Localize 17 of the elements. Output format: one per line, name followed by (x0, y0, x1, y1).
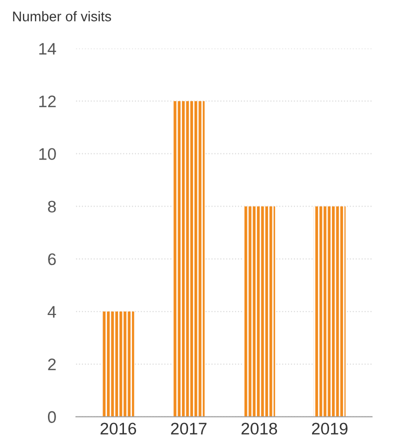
y-tick-label: 4 (48, 306, 56, 318)
bar (243, 206, 276, 417)
x-tick-label: 2017 (171, 422, 206, 435)
y-tick-label: 6 (48, 253, 56, 266)
y-tick-label: 2 (48, 358, 56, 370)
y-tick-label: 10 (39, 148, 56, 160)
y-tick-label: 8 (48, 200, 56, 213)
bar (314, 206, 346, 417)
y-tick-label: 14 (39, 43, 56, 55)
bar (102, 312, 134, 417)
x-tick-label: 2019 (312, 422, 348, 435)
x-tick-label: 2016 (100, 422, 136, 435)
y-tick-label: 12 (39, 96, 56, 108)
y-axis-title: Number of visits (13, 11, 112, 22)
bar (172, 101, 205, 417)
y-tick-label: 0 (48, 411, 56, 423)
x-tick-label: 2018 (242, 422, 278, 435)
